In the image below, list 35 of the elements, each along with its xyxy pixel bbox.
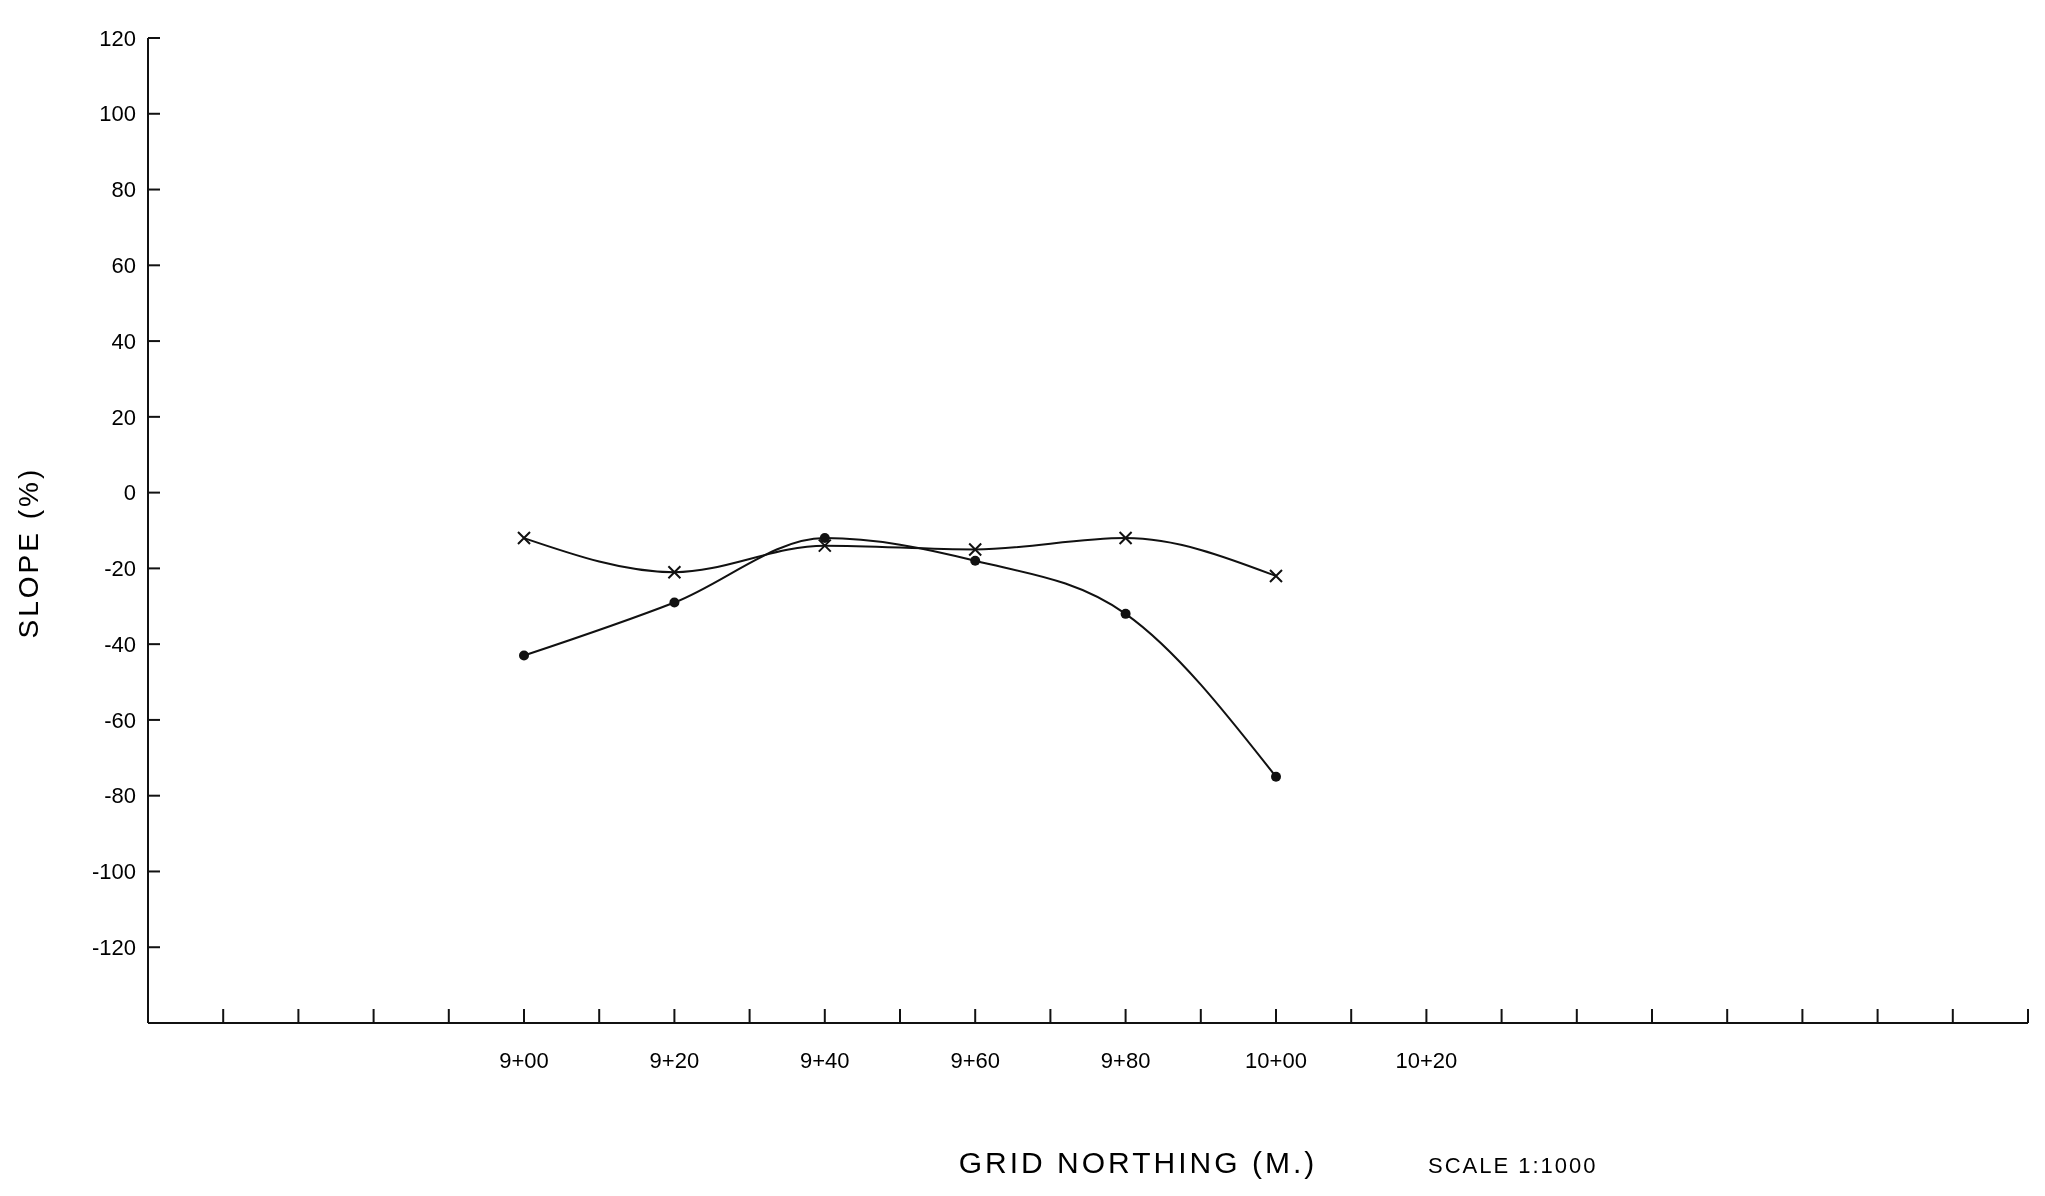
x-tick-label: 9+60 bbox=[950, 1048, 1000, 1073]
y-tick-label: 40 bbox=[111, 328, 136, 354]
y-tick-label: 80 bbox=[111, 177, 136, 203]
point bbox=[1118, 531, 1133, 546]
point bbox=[819, 533, 830, 544]
point bbox=[1271, 771, 1281, 782]
y-axis-title: SLOPE (%) bbox=[13, 466, 44, 639]
point bbox=[817, 538, 832, 553]
x-tick-label: 10+20 bbox=[1395, 1048, 1458, 1073]
x-tick-label: 9+00 bbox=[499, 1048, 549, 1073]
y-tick-label: 100 bbox=[99, 101, 136, 127]
y-tick-label: -40 bbox=[104, 631, 136, 657]
y-tick-label: -100 bbox=[91, 859, 136, 885]
y-tick-label: 20 bbox=[111, 404, 136, 430]
point bbox=[970, 555, 981, 566]
y-tick-label: 60 bbox=[111, 253, 136, 279]
point bbox=[517, 531, 531, 546]
x-tick-label: 9+40 bbox=[800, 1048, 850, 1073]
x-tick-label: 10+00 bbox=[1245, 1048, 1307, 1073]
x-tick-label: 9+20 bbox=[649, 1048, 700, 1073]
y-tick-label: 120 bbox=[99, 25, 136, 51]
y-tick-label: -120 bbox=[91, 934, 136, 960]
point bbox=[669, 597, 680, 608]
y-tick-label: -20 bbox=[104, 556, 136, 582]
x-tick-label: 9+80 bbox=[1100, 1048, 1151, 1073]
point bbox=[1120, 608, 1131, 619]
point bbox=[519, 650, 529, 661]
y-tick-label: -60 bbox=[104, 707, 136, 733]
text: SCALE 1:1000 bbox=[1428, 1153, 1598, 1178]
point bbox=[1269, 568, 1283, 583]
y-tick-label: 0 bbox=[123, 480, 136, 506]
point bbox=[968, 542, 983, 557]
point bbox=[667, 565, 682, 580]
x-axis-title: GRID NORTHING (M.) bbox=[958, 1146, 1318, 1179]
y-tick-label: -80 bbox=[104, 783, 136, 809]
